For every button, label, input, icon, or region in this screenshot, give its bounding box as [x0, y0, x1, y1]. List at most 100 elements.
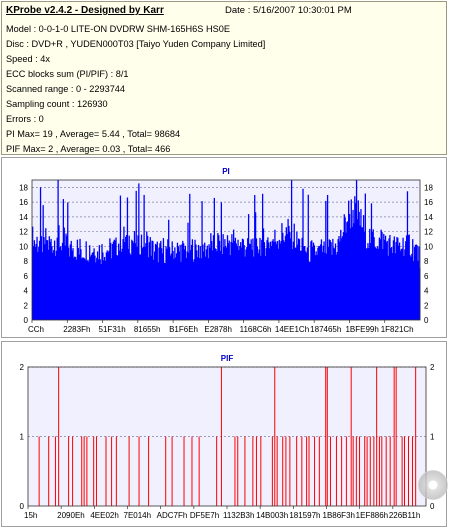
pi-bar — [334, 243, 337, 320]
pi-bar — [81, 258, 83, 320]
pi-bar — [92, 251, 94, 320]
pi-bar — [351, 226, 353, 320]
pi-bar — [415, 244, 417, 320]
pi-bar — [258, 249, 260, 320]
pi-bar — [105, 252, 108, 320]
pi-bar — [394, 253, 396, 320]
pi-bar — [360, 209, 362, 320]
pi-bar — [224, 239, 226, 320]
pi-bar — [226, 247, 228, 320]
pi-bar — [201, 201, 203, 320]
pi-bar — [182, 243, 185, 320]
pi-bar — [405, 241, 407, 320]
pi-bar — [168, 247, 171, 320]
pi-bar — [216, 251, 218, 320]
pi-chart: PI 0 0 2 2 4 4 6 6 8 8 10 10 12 12 14 14 16 16 18 18 CCh 2283F… — [19, 167, 433, 334]
pi-bar — [161, 253, 164, 320]
pi-bar — [144, 247, 146, 320]
pi-bar — [390, 248, 392, 320]
pi-bar — [269, 248, 271, 320]
pi-x-tick-label: 1BFE99h — [345, 325, 378, 334]
pi-bar — [198, 258, 201, 320]
ecc-line: ECC blocks sum (PI/PIF) : 8/1 — [6, 69, 129, 79]
pi-bar — [241, 238, 244, 320]
pi-bar — [373, 237, 375, 320]
pi-bar — [108, 250, 110, 320]
pif-stats-line: PIF Max= 2 , Average= 0.03 , Total= 466 — [6, 144, 171, 154]
pi-bar — [203, 251, 205, 320]
pi-bar — [33, 240, 36, 320]
pi-bar — [266, 240, 268, 320]
pi-bar — [293, 223, 295, 320]
pi-bar — [254, 195, 256, 320]
pi-bar — [404, 249, 406, 320]
pi-bar — [365, 248, 367, 320]
pi-bar — [299, 250, 302, 320]
pi-bar — [207, 258, 209, 320]
pi-bar — [284, 235, 287, 320]
info-panel: KProbe v2.4.2 - Designed by Karr Date : … — [1, 1, 447, 155]
pi-plot-frame — [31, 179, 421, 321]
pi-bar — [95, 262, 97, 320]
pi-bar — [197, 257, 199, 320]
pi-bar — [408, 234, 410, 320]
pi-bar — [188, 252, 190, 320]
pi-bar — [298, 239, 301, 320]
pi-bar — [391, 252, 394, 320]
pi-bar — [173, 258, 175, 320]
pi-bar — [291, 248, 294, 320]
pi-bar — [82, 257, 85, 320]
pi-bar — [247, 214, 250, 320]
pi-bar — [239, 245, 241, 320]
pi-bar — [202, 244, 204, 320]
pi-bar — [164, 263, 166, 320]
pi-bar — [292, 241, 294, 320]
errors-line: Errors : 0 — [6, 114, 44, 124]
pi-bar — [395, 241, 397, 320]
pi-bar — [232, 242, 234, 320]
pi-bar — [149, 237, 151, 320]
pi-bar — [319, 244, 322, 320]
pi-bar — [94, 255, 96, 320]
pi-bar — [125, 235, 128, 320]
pi-bar — [134, 243, 136, 320]
pi-bar — [389, 234, 391, 320]
pi-bar — [256, 246, 258, 320]
pi-bar — [377, 248, 380, 320]
pi-bar — [235, 243, 237, 320]
pi-bar — [413, 247, 416, 320]
pi-bar — [363, 231, 366, 320]
pi-x-tick-label: 14EE1Ch — [275, 325, 309, 334]
pi-bar — [49, 241, 51, 320]
pi-bar — [405, 235, 408, 320]
pi-bar — [275, 241, 277, 320]
pi-bar — [314, 255, 316, 320]
pi-bar — [128, 235, 130, 320]
pi-bar — [199, 246, 201, 320]
pi-bar — [270, 246, 273, 320]
pi-bar — [312, 242, 315, 320]
pi-bar — [263, 242, 266, 320]
pi-bar — [355, 203, 357, 320]
pi-bar — [93, 248, 95, 320]
pi-bar — [211, 241, 213, 320]
pi-bar — [192, 261, 194, 320]
pi-bar — [42, 205, 44, 320]
pi-bar — [64, 245, 66, 320]
pi-bar — [328, 239, 330, 320]
pi-bar — [280, 240, 282, 320]
pi-bar — [367, 243, 369, 320]
pi-bar — [401, 248, 403, 320]
pi-bar — [371, 232, 373, 320]
pi-chart-title: PI — [222, 167, 230, 176]
pi-bar — [380, 229, 382, 320]
pi-y-tick-left: 2 — [24, 301, 29, 310]
pi-bar — [264, 256, 266, 320]
pif-chart: PIF 0 0 1 1 2 2 15h 2090Eh 4EE02h 7E014h ADC7Fh DF5E… — [20, 354, 435, 520]
pi-bar — [87, 259, 89, 320]
pi-bar — [283, 242, 286, 320]
pi-y-tick-left: 12 — [19, 228, 28, 237]
pi-bar — [276, 244, 278, 320]
pif-x-tick-label: 1B86F3h — [323, 511, 355, 520]
pi-bar — [416, 245, 418, 320]
